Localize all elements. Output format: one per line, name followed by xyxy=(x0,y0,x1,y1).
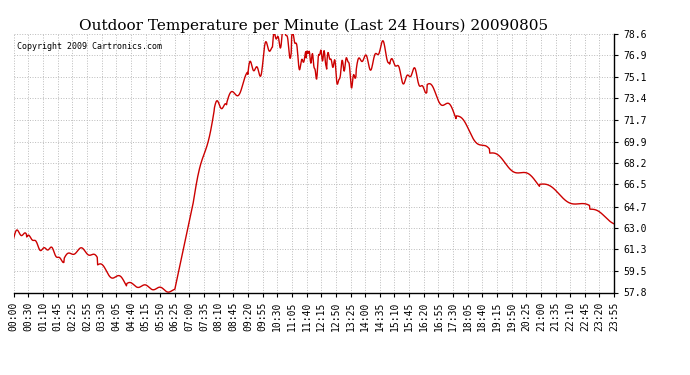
Text: Copyright 2009 Cartronics.com: Copyright 2009 Cartronics.com xyxy=(17,42,161,51)
Title: Outdoor Temperature per Minute (Last 24 Hours) 20090805: Outdoor Temperature per Minute (Last 24 … xyxy=(79,18,549,33)
